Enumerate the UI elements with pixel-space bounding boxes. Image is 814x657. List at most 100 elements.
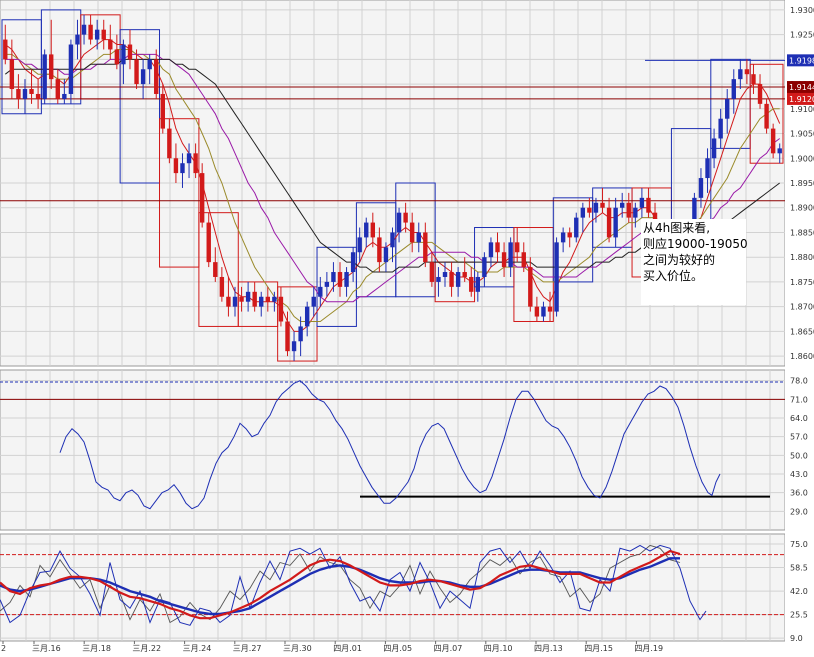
candle-body (501, 252, 507, 268)
candle-body (81, 24, 87, 35)
kd-tick-label: 58.5 (790, 564, 808, 573)
candle-body (488, 242, 494, 258)
kd-tick-label: 25.5 (790, 611, 808, 620)
candle-body (593, 202, 599, 213)
candle-body (626, 202, 631, 218)
candle-body (350, 252, 356, 273)
candle-body (764, 103, 769, 129)
candle-body (108, 39, 113, 50)
candle-body (587, 207, 592, 213)
candle-body (495, 242, 500, 253)
price-flag (787, 54, 814, 67)
price-tick-label: 1.8900 (790, 204, 814, 213)
candle-body (455, 272, 461, 287)
price-flag-label: 1.9198 (789, 56, 814, 65)
candle-body (42, 54, 47, 99)
candle-body (508, 242, 513, 268)
osc-tick-label: 64.0 (790, 414, 808, 423)
candle-body (167, 128, 172, 159)
candle-body (180, 163, 185, 174)
candle-body (239, 296, 244, 302)
price-tick-label: 1.9100 (790, 105, 814, 114)
time-axis-label: 三月.22 (132, 644, 161, 653)
candle-body (3, 39, 8, 60)
candle-body (567, 232, 572, 238)
candle-body (337, 272, 343, 287)
candle-body (16, 89, 21, 99)
time-axis-label: 四月.10 (484, 644, 513, 653)
candle-body (436, 276, 441, 282)
candle-body (620, 202, 625, 208)
candle-body (9, 59, 15, 90)
candle-body (560, 232, 566, 243)
range-box (749, 63, 784, 164)
candle-body (646, 197, 651, 213)
candle-body (475, 276, 481, 292)
time-axis-label: 四月.15 (584, 644, 613, 653)
time-axis-label: 四月.13 (534, 644, 563, 653)
annotation-text: 之间为较好的 (643, 252, 715, 267)
candle-body (390, 232, 395, 248)
candle-body (173, 158, 179, 174)
range-box (119, 29, 161, 184)
candle-body (226, 296, 231, 307)
candle-body (574, 217, 579, 238)
candle-body (154, 59, 159, 94)
candle-body (49, 54, 54, 80)
candle-body (528, 267, 533, 307)
candle-body (219, 276, 225, 297)
candle-body (140, 69, 146, 85)
candle-body (193, 153, 198, 174)
range-box (395, 182, 436, 298)
price-tick-label: 1.9250 (790, 31, 814, 40)
annotation-box (641, 219, 746, 305)
candle-body (245, 291, 251, 302)
candle-body (606, 207, 612, 238)
candle-body (186, 153, 192, 164)
candle-body (423, 232, 428, 263)
kd-tick-label: 9.0 (790, 634, 803, 643)
candle-body (770, 128, 776, 154)
candle-body (751, 74, 756, 85)
price-tick-label: 1.8600 (790, 352, 814, 361)
candle-body (777, 148, 782, 154)
candle-body (541, 306, 546, 317)
candle-body (633, 207, 638, 218)
range-box (198, 212, 239, 327)
candle-body (370, 222, 376, 238)
axis-background (785, 0, 814, 653)
candle-body (298, 326, 303, 342)
time-axis-label: 四月.19 (634, 644, 663, 653)
price-tick-label: 1.9000 (790, 154, 814, 163)
candle-body (731, 79, 736, 99)
candle-body (134, 59, 139, 85)
osc-tick-label: 43.0 (790, 470, 808, 479)
price-flag (787, 81, 814, 94)
time-axis-label: 三月.16 (32, 644, 61, 653)
price-tick-label: 1.8950 (790, 179, 814, 188)
kd-tick-label: 42.0 (790, 587, 808, 596)
kd-tick-label: 75.0 (790, 540, 808, 549)
price-tick-label: 1.8700 (790, 303, 814, 312)
kd-k-line (0, 549, 681, 620)
price-tick-label: 1.9300 (790, 6, 814, 15)
candle-body (88, 24, 93, 40)
annotation-text: 则应19000-19050 (643, 236, 748, 251)
candle-body (429, 262, 435, 282)
time-axis-label: 三月.30 (283, 644, 312, 653)
candle-body (22, 89, 28, 99)
candle-body (285, 321, 290, 352)
candle-body (213, 262, 218, 277)
candle-body (278, 296, 284, 322)
candle-body (331, 272, 336, 282)
osc-tick-label: 29.0 (790, 507, 808, 516)
candle-body (318, 286, 323, 297)
time-axis-label: 四月.05 (383, 644, 412, 653)
candle-body (344, 272, 349, 287)
candle-body (744, 69, 750, 75)
candle-body (403, 212, 408, 223)
candle-body (147, 59, 152, 70)
candle-body (521, 252, 526, 268)
candle-body (416, 232, 421, 243)
kd-raw-line (0, 544, 707, 626)
